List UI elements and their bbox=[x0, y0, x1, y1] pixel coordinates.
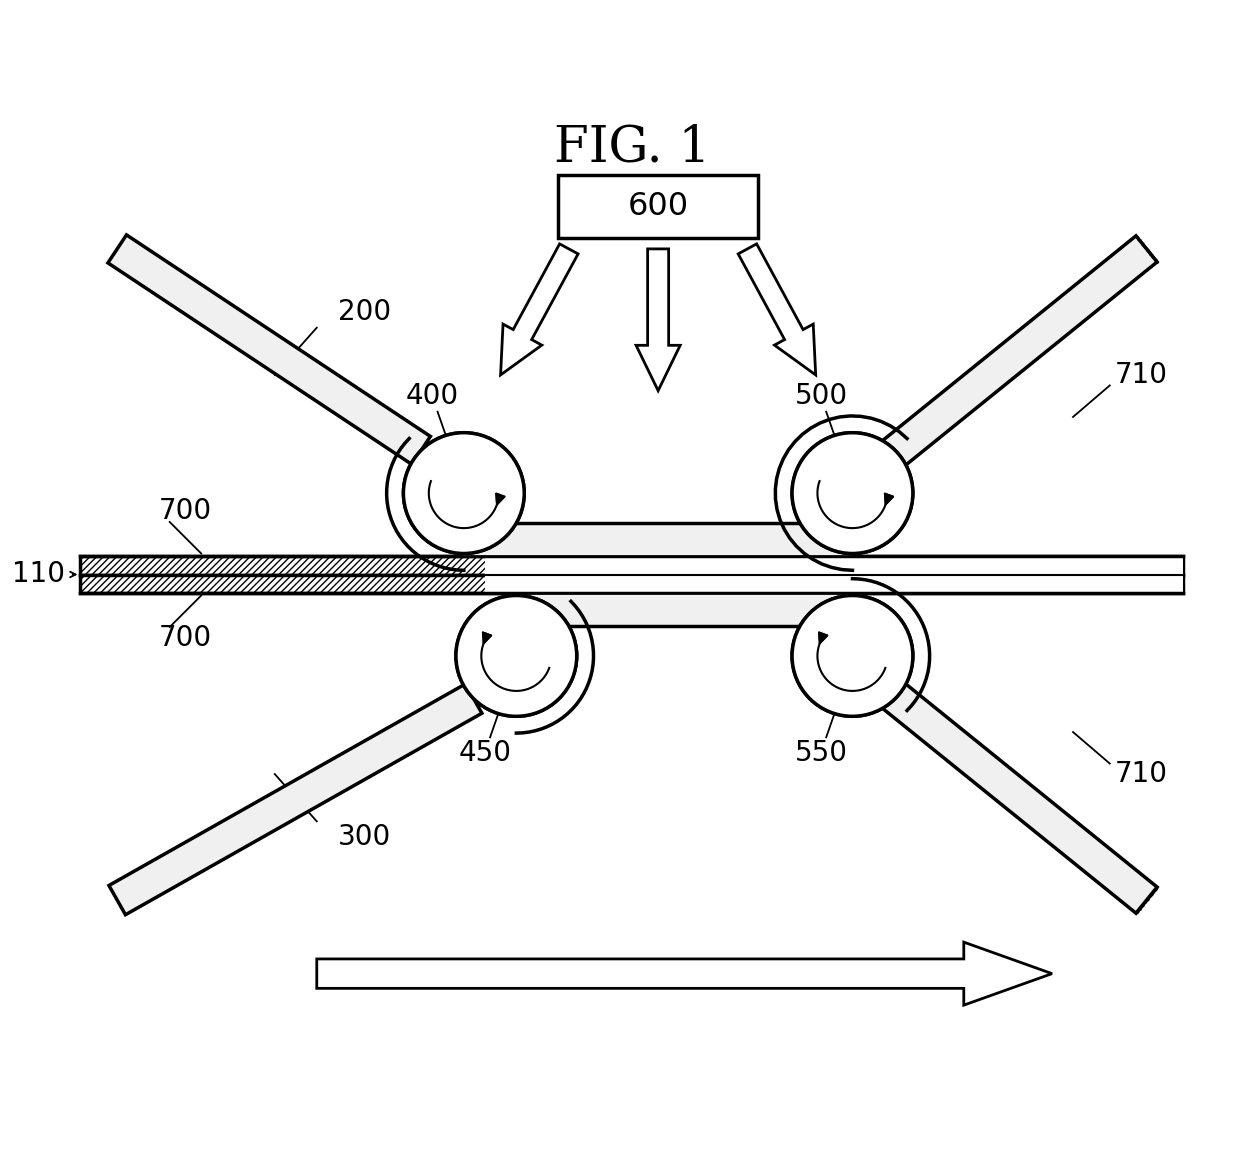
Polygon shape bbox=[501, 244, 578, 375]
Circle shape bbox=[456, 595, 577, 716]
Text: 710: 710 bbox=[1115, 761, 1168, 788]
Text: 110: 110 bbox=[11, 561, 64, 588]
Polygon shape bbox=[316, 942, 1052, 1005]
Text: 200: 200 bbox=[337, 298, 391, 326]
Text: 300: 300 bbox=[337, 823, 391, 851]
Text: 500: 500 bbox=[795, 381, 847, 410]
Polygon shape bbox=[884, 493, 894, 506]
Polygon shape bbox=[818, 632, 828, 643]
Circle shape bbox=[792, 433, 913, 554]
Bar bbox=[485, 573, 1183, 594]
Polygon shape bbox=[108, 234, 430, 464]
Polygon shape bbox=[738, 244, 816, 375]
Bar bbox=[485, 555, 1183, 574]
Text: FIG. 1: FIG. 1 bbox=[554, 123, 711, 172]
Polygon shape bbox=[636, 249, 681, 391]
Circle shape bbox=[403, 433, 525, 554]
Circle shape bbox=[792, 595, 913, 716]
Bar bbox=[458, 523, 852, 556]
Circle shape bbox=[456, 595, 577, 716]
Text: 400: 400 bbox=[405, 381, 459, 410]
Polygon shape bbox=[818, 632, 828, 643]
Text: 600: 600 bbox=[627, 192, 688, 223]
Bar bbox=[81, 574, 1183, 593]
Circle shape bbox=[403, 433, 525, 554]
Polygon shape bbox=[496, 493, 505, 506]
Text: 450: 450 bbox=[459, 739, 511, 768]
Circle shape bbox=[792, 595, 913, 716]
Bar bbox=[511, 593, 852, 626]
Text: 710: 710 bbox=[1115, 361, 1168, 388]
Polygon shape bbox=[875, 236, 1157, 472]
Polygon shape bbox=[875, 677, 1157, 913]
Text: 550: 550 bbox=[795, 739, 847, 768]
Polygon shape bbox=[109, 684, 482, 915]
Polygon shape bbox=[884, 493, 894, 506]
Polygon shape bbox=[482, 632, 492, 643]
Bar bbox=[558, 176, 758, 238]
Bar bbox=[81, 556, 1183, 574]
Polygon shape bbox=[482, 632, 492, 643]
Text: 700: 700 bbox=[159, 624, 212, 651]
Circle shape bbox=[792, 433, 913, 554]
Text: 700: 700 bbox=[159, 498, 212, 525]
Polygon shape bbox=[496, 493, 505, 506]
